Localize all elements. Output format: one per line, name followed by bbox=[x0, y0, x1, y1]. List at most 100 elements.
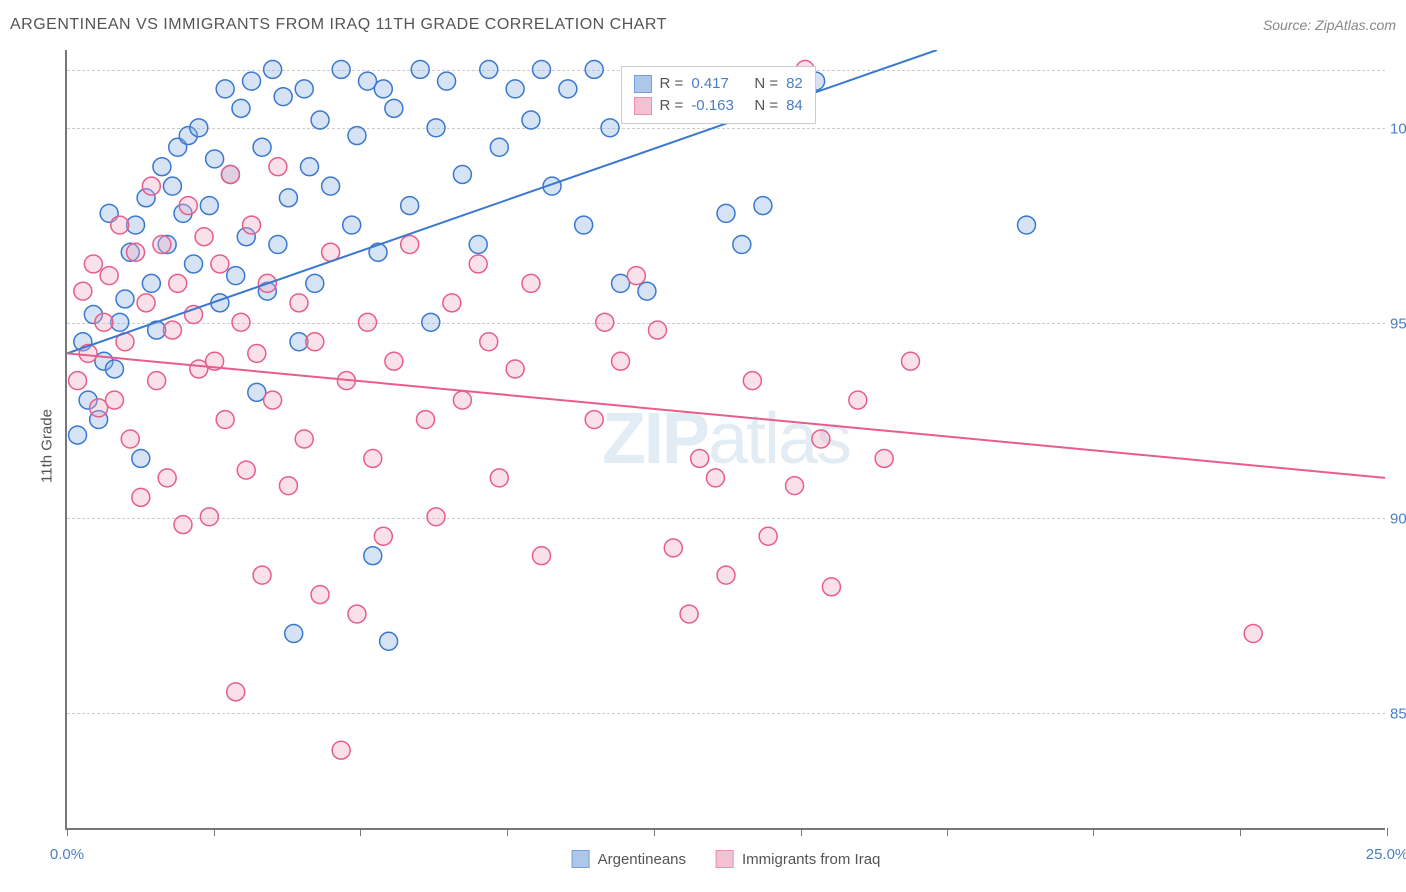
scatter-point bbox=[401, 236, 419, 254]
legend-stats-box: R = 0.417 N = 82 R = -0.163 N = 84 bbox=[621, 66, 816, 124]
xtick bbox=[67, 828, 68, 836]
scatter-point bbox=[427, 508, 445, 526]
ytick-label: 85.0% bbox=[1390, 706, 1406, 723]
scatter-point bbox=[348, 605, 366, 623]
scatter-point bbox=[648, 321, 666, 339]
legend-item: Immigrants from Iraq bbox=[716, 850, 880, 868]
xtick-label: 25.0% bbox=[1366, 846, 1406, 863]
scatter-point bbox=[279, 189, 297, 207]
scatter-point bbox=[733, 236, 751, 254]
scatter-point bbox=[132, 488, 150, 506]
scatter-point bbox=[506, 360, 524, 378]
scatter-point bbox=[174, 516, 192, 534]
scatter-point bbox=[596, 313, 614, 331]
scatter-point bbox=[232, 313, 250, 331]
xtick bbox=[947, 828, 948, 836]
scatter-point bbox=[264, 60, 282, 78]
scatter-point bbox=[754, 197, 772, 215]
source-label: Source: ZipAtlas.com bbox=[1263, 17, 1396, 33]
scatter-point bbox=[163, 321, 181, 339]
scatter-point bbox=[322, 177, 340, 195]
scatter-point bbox=[69, 372, 87, 390]
scatter-point bbox=[279, 477, 297, 495]
legend-item: Argentineans bbox=[572, 850, 686, 868]
scatter-point bbox=[200, 197, 218, 215]
scatter-point bbox=[664, 539, 682, 557]
scatter-point bbox=[95, 313, 113, 331]
scatter-point bbox=[522, 111, 540, 129]
scatter-point bbox=[306, 333, 324, 351]
scatter-point bbox=[385, 99, 403, 117]
scatter-point bbox=[849, 391, 867, 409]
legend-series-name: Argentineans bbox=[598, 851, 686, 868]
scatter-point bbox=[902, 352, 920, 370]
scatter-point bbox=[743, 372, 761, 390]
scatter-point bbox=[295, 430, 313, 448]
scatter-point bbox=[411, 60, 429, 78]
chart-title: ARGENTINEAN VS IMMIGRANTS FROM IRAQ 11TH… bbox=[10, 16, 667, 34]
scatter-point bbox=[717, 566, 735, 584]
scatter-point bbox=[490, 138, 508, 156]
scatter-point bbox=[332, 741, 350, 759]
scatter-point bbox=[74, 282, 92, 300]
regression-line bbox=[67, 353, 1385, 477]
scatter-point bbox=[142, 177, 160, 195]
scatter-point bbox=[142, 274, 160, 292]
scatter-point bbox=[691, 449, 709, 467]
scatter-point bbox=[311, 111, 329, 129]
scatter-point bbox=[116, 290, 134, 308]
scatter-point bbox=[105, 360, 123, 378]
scatter-point bbox=[211, 255, 229, 273]
scatter-point bbox=[585, 60, 603, 78]
scatter-point bbox=[153, 158, 171, 176]
scatter-point bbox=[163, 177, 181, 195]
scatter-point bbox=[269, 158, 287, 176]
scatter-point bbox=[638, 282, 656, 300]
scatter-point bbox=[575, 216, 593, 234]
scatter-point bbox=[227, 267, 245, 285]
scatter-point bbox=[480, 60, 498, 78]
xtick bbox=[801, 828, 802, 836]
n-value: 82 bbox=[786, 75, 803, 92]
scatter-point bbox=[179, 197, 197, 215]
legend-swatch bbox=[634, 97, 652, 115]
scatter-point bbox=[343, 216, 361, 234]
scatter-point bbox=[132, 449, 150, 467]
scatter-point bbox=[759, 527, 777, 545]
scatter-point bbox=[369, 243, 387, 261]
scatter-point bbox=[216, 411, 234, 429]
scatter-point bbox=[532, 547, 550, 565]
legend-series-name: Immigrants from Iraq bbox=[742, 851, 880, 868]
scatter-point bbox=[612, 352, 630, 370]
scatter-point bbox=[348, 127, 366, 145]
ytick-label: 100.0% bbox=[1390, 121, 1406, 138]
scatter-point bbox=[158, 469, 176, 487]
scatter-point bbox=[717, 204, 735, 222]
r-value: -0.163 bbox=[691, 97, 746, 114]
scatter-point bbox=[417, 411, 435, 429]
scatter-point bbox=[1244, 625, 1262, 643]
scatter-point bbox=[490, 469, 508, 487]
scatter-point bbox=[148, 372, 166, 390]
scatter-point bbox=[121, 430, 139, 448]
scatter-point bbox=[680, 605, 698, 623]
scatter-point bbox=[706, 469, 724, 487]
scatter-point bbox=[127, 243, 145, 261]
r-label: R = bbox=[660, 97, 684, 114]
scatter-point bbox=[359, 313, 377, 331]
scatter-point bbox=[453, 166, 471, 184]
scatter-point bbox=[190, 119, 208, 137]
scatter-point bbox=[627, 267, 645, 285]
scatter-point bbox=[364, 449, 382, 467]
scatter-point bbox=[401, 197, 419, 215]
scatter-point bbox=[232, 99, 250, 117]
scatter-point bbox=[469, 255, 487, 273]
chart-svg bbox=[67, 50, 1385, 828]
n-label: N = bbox=[754, 75, 778, 92]
scatter-point bbox=[585, 411, 603, 429]
legend-swatch bbox=[572, 850, 590, 868]
scatter-point bbox=[295, 80, 313, 98]
scatter-point bbox=[285, 625, 303, 643]
scatter-point bbox=[443, 294, 461, 312]
legend-swatch bbox=[634, 75, 652, 93]
